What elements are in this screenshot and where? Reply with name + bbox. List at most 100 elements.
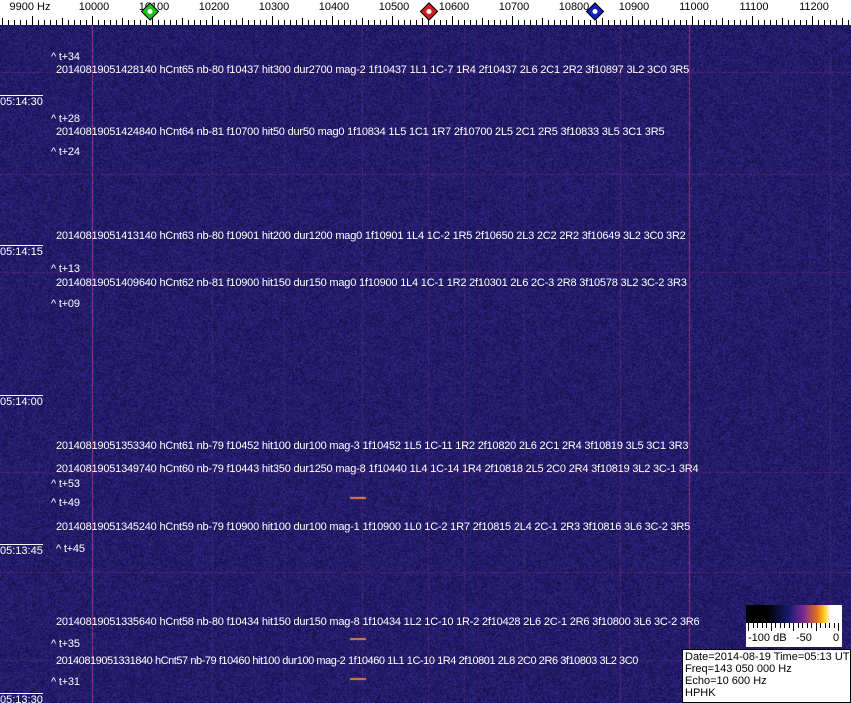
axis-tick [422,18,423,25]
axis-tick [530,20,531,25]
axis-tick [614,20,615,25]
axis-tick [434,20,435,25]
axis-tick [500,20,501,25]
axis-tick [56,20,57,25]
axis-tick [212,16,213,25]
axis-tick [236,20,237,25]
detection-line: 20140819051353340 hCnt61 nb-79 f10452 hi… [56,440,689,452]
axis-tick [626,20,627,25]
axis-tick [830,20,831,25]
axis-tick [308,20,309,25]
axis-tick [788,20,789,25]
axis-label: 10700 [498,1,530,13]
axis-tick [158,20,159,25]
axis-tick [200,20,201,25]
axis-tick [128,20,129,25]
colorbar-gradient [746,605,842,623]
offset-label: ^ t+49 [51,497,80,509]
axis-tick [50,20,51,25]
axis-tick [68,20,69,25]
axis-label-unit: 9900 Hz [9,1,51,13]
axis-tick [416,20,417,25]
axis-tick [38,20,39,25]
axis-tick [776,20,777,25]
axis-tick [542,18,543,25]
detection-line: 20140819051345240 hCnt59 nb-79 f10900 hi… [56,521,691,533]
axis-tick [20,20,21,25]
colorbar-tick [770,623,772,631]
detection-line: 20140819051335640 hCnt58 nb-80 f10434 hi… [56,616,700,628]
axis-tick [452,16,453,25]
axis-tick [350,20,351,25]
axis-tick [74,20,75,25]
colorbar-tick [793,623,794,631]
axis-tick [506,20,507,25]
axis-label: 10300 [258,1,290,13]
axis-tick [380,20,381,25]
colorbar-legend: -100 dB -50 0 [746,605,842,647]
axis-tick [740,20,741,25]
axis-tick [170,20,171,25]
colorbar-label-max: 0 [833,632,840,644]
info-echo: Echo=10 600 Hz [685,675,767,687]
axis-tick [662,18,663,25]
axis-tick [848,20,849,25]
axis-tick [32,16,33,25]
axis-tick [44,20,45,25]
detection-line: 20140819051424840 hCnt64 nb-81 f10700 hi… [56,126,665,138]
waterfall-canvas [0,25,851,703]
axis-tick [674,20,675,25]
axis-tick [254,20,255,25]
info-date-time: Date=2014-08-19 Time=05:13 UTC [685,651,851,663]
axis-tick [734,20,735,25]
axis-tick [296,20,297,25]
offset-label: ^ t+53 [51,478,80,490]
axis-tick [512,16,513,25]
axis-tick [752,16,753,25]
axis-label: 10000 [78,1,110,13]
axis-tick [440,20,441,25]
frequency-axis: 9900 Hz 10000101001020010300104001050010… [0,0,851,25]
axis-tick [524,20,525,25]
axis-tick [176,20,177,25]
detection-line: 20140819051349740 hCnt60 nb-79 f10443 hi… [56,463,699,475]
colorbar-tick [811,623,812,628]
offset-label: ^ t+28 [51,113,80,125]
axis-tick [206,20,207,25]
detection-line: 20140819051331840 hCnt57 nb-79 f10460 hi… [56,655,638,667]
axis-tick [566,20,567,25]
axis-tick [152,16,153,25]
axis-tick [596,20,597,25]
axis-tick [92,16,93,25]
axis-tick [770,20,771,25]
axis-tick [302,18,303,25]
axis-tick [584,20,585,25]
axis-tick [590,20,591,25]
colorbar-tick [757,623,758,628]
axis-tick [332,16,333,25]
axis-tick [8,20,9,25]
axis-tick [146,20,147,25]
axis-tick [392,16,393,25]
colorbar-tick [748,623,749,631]
offset-label: ^ t+34 [51,51,80,63]
colorbar-tick [788,623,790,628]
axis-label: 11100 [739,1,769,13]
axis-tick [518,20,519,25]
colorbar-tick [766,623,767,628]
axis-tick [14,20,15,25]
colorbar-tick [838,623,839,631]
axis-tick [680,20,681,25]
axis-tick [140,20,141,25]
axis-label: 10400 [318,1,350,13]
axis-tick [98,20,99,25]
axis-tick [488,20,489,25]
axis-tick [602,18,603,25]
time-label: 05:14:00 [0,395,43,408]
axis-tick [482,18,483,25]
axis-tick [704,20,705,25]
axis-tick [470,20,471,25]
axis-tick [224,20,225,25]
axis-tick [386,20,387,25]
colorbar-tick [815,623,817,631]
